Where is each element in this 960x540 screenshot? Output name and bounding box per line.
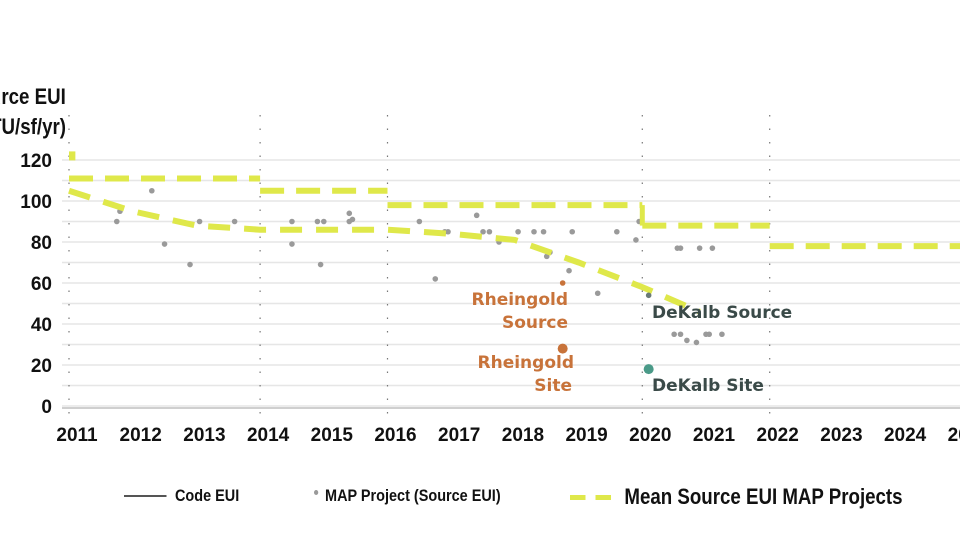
map-project-point [314, 218, 321, 225]
map-project-point [486, 228, 493, 235]
y-tick-label: 20 [31, 356, 52, 377]
map-project-point [684, 337, 690, 344]
map-project-point [317, 261, 324, 268]
y-axis-title-line1: Source EUI [0, 84, 66, 109]
legend-item-map-project: MAP Project (Source EUI) [314, 486, 501, 506]
map-project-point [594, 290, 601, 297]
map-project-point [540, 228, 547, 235]
legend-item-code-eui: Code EUI [124, 486, 239, 506]
map-project-point [445, 228, 451, 235]
legend-label: Code EUI [175, 486, 240, 505]
map-project-point [515, 228, 521, 235]
dot-swatch-icon [314, 489, 319, 495]
map-project-point [569, 228, 576, 235]
y-tick-label: 0 [41, 397, 52, 418]
map-project-point [677, 245, 684, 251]
x-tick-label: 2024 [884, 425, 927, 446]
map-project-point [480, 228, 486, 235]
map-project-point [161, 241, 168, 247]
rheingold-site-label: Rheingold [478, 353, 575, 373]
map-project-point [671, 331, 677, 338]
map-project-point [289, 241, 295, 247]
map-project-point [187, 261, 193, 268]
x-tick-label: 2013 [183, 425, 225, 446]
x-tick-label: 2017 [438, 425, 480, 446]
rheingold-source-label: Rheingold [472, 290, 569, 310]
map-project-point [677, 331, 684, 338]
x-tick-label: 2022 [757, 425, 799, 446]
y-tick-label: 80 [31, 233, 52, 254]
x-tick-label: 2023 [820, 425, 862, 446]
rheingold-source-point [559, 280, 566, 286]
legend-label: Mean Source EUI MAP Projects [624, 484, 903, 509]
map-project-point [346, 210, 353, 217]
x-tick-label: 2018 [502, 425, 544, 446]
map-project-point [709, 245, 716, 251]
map-project-point [566, 267, 572, 274]
solid-line-swatch-icon [124, 495, 167, 497]
map-project-point [196, 218, 203, 225]
y-axis-title-line2: (kBTU/sf/yr) [0, 114, 66, 139]
x-tick-label: 2014 [247, 425, 290, 446]
map-project-point [719, 331, 725, 338]
map-project-point [706, 331, 712, 338]
map-project-point [321, 218, 327, 225]
legend-label: MAP Project (Source EUI) [325, 486, 501, 505]
dekalb-site-label: DeKalb Site [652, 376, 764, 396]
map-project-point [149, 187, 155, 194]
x-tick-label: 2019 [565, 425, 607, 446]
legend-item-mean-source-eui: Mean Source EUI MAP Projects [570, 484, 903, 510]
legend: Code EUI MAP Project (Source EUI) Mean S… [0, 484, 960, 514]
dekalb-source-point [645, 292, 652, 299]
y-tick-label: 60 [31, 274, 52, 295]
map-project-point [633, 237, 639, 243]
x-tick-label: 2011 [56, 425, 98, 446]
rheingold-site-label: Site [534, 376, 572, 396]
rheingold-source-label: Source [502, 313, 568, 333]
map-project-point [614, 228, 620, 235]
map-project-point [289, 218, 295, 225]
map-project-point [231, 218, 238, 225]
rheingold-site-point [557, 343, 568, 354]
x-tick-label: 2012 [120, 425, 162, 446]
dashed-swatch-icon [570, 494, 618, 500]
dekalb-site-point [643, 364, 654, 375]
x-tick-label: 2025 [948, 425, 960, 446]
y-tick-label: 40 [31, 315, 52, 336]
x-tick-label: 2015 [311, 425, 354, 446]
x-tick-label: 2016 [374, 425, 416, 446]
y-tick-label: 100 [20, 192, 52, 213]
map-project-point [473, 212, 480, 219]
map-project-point [349, 216, 356, 223]
map-project-point [531, 228, 537, 235]
y-tick-label: 120 [20, 151, 52, 172]
dekalb-source-label: DeKalb Source [652, 303, 792, 323]
map-project-point [432, 276, 439, 282]
map-project-point [543, 253, 550, 260]
map-project-point [696, 245, 703, 251]
mean-trend-line [68, 187, 701, 315]
map-project-point [113, 218, 120, 225]
map-project-point [693, 339, 700, 346]
x-tick-label: 2021 [693, 425, 736, 446]
map-project-point [416, 218, 423, 225]
x-tick-label: 2020 [629, 425, 671, 446]
